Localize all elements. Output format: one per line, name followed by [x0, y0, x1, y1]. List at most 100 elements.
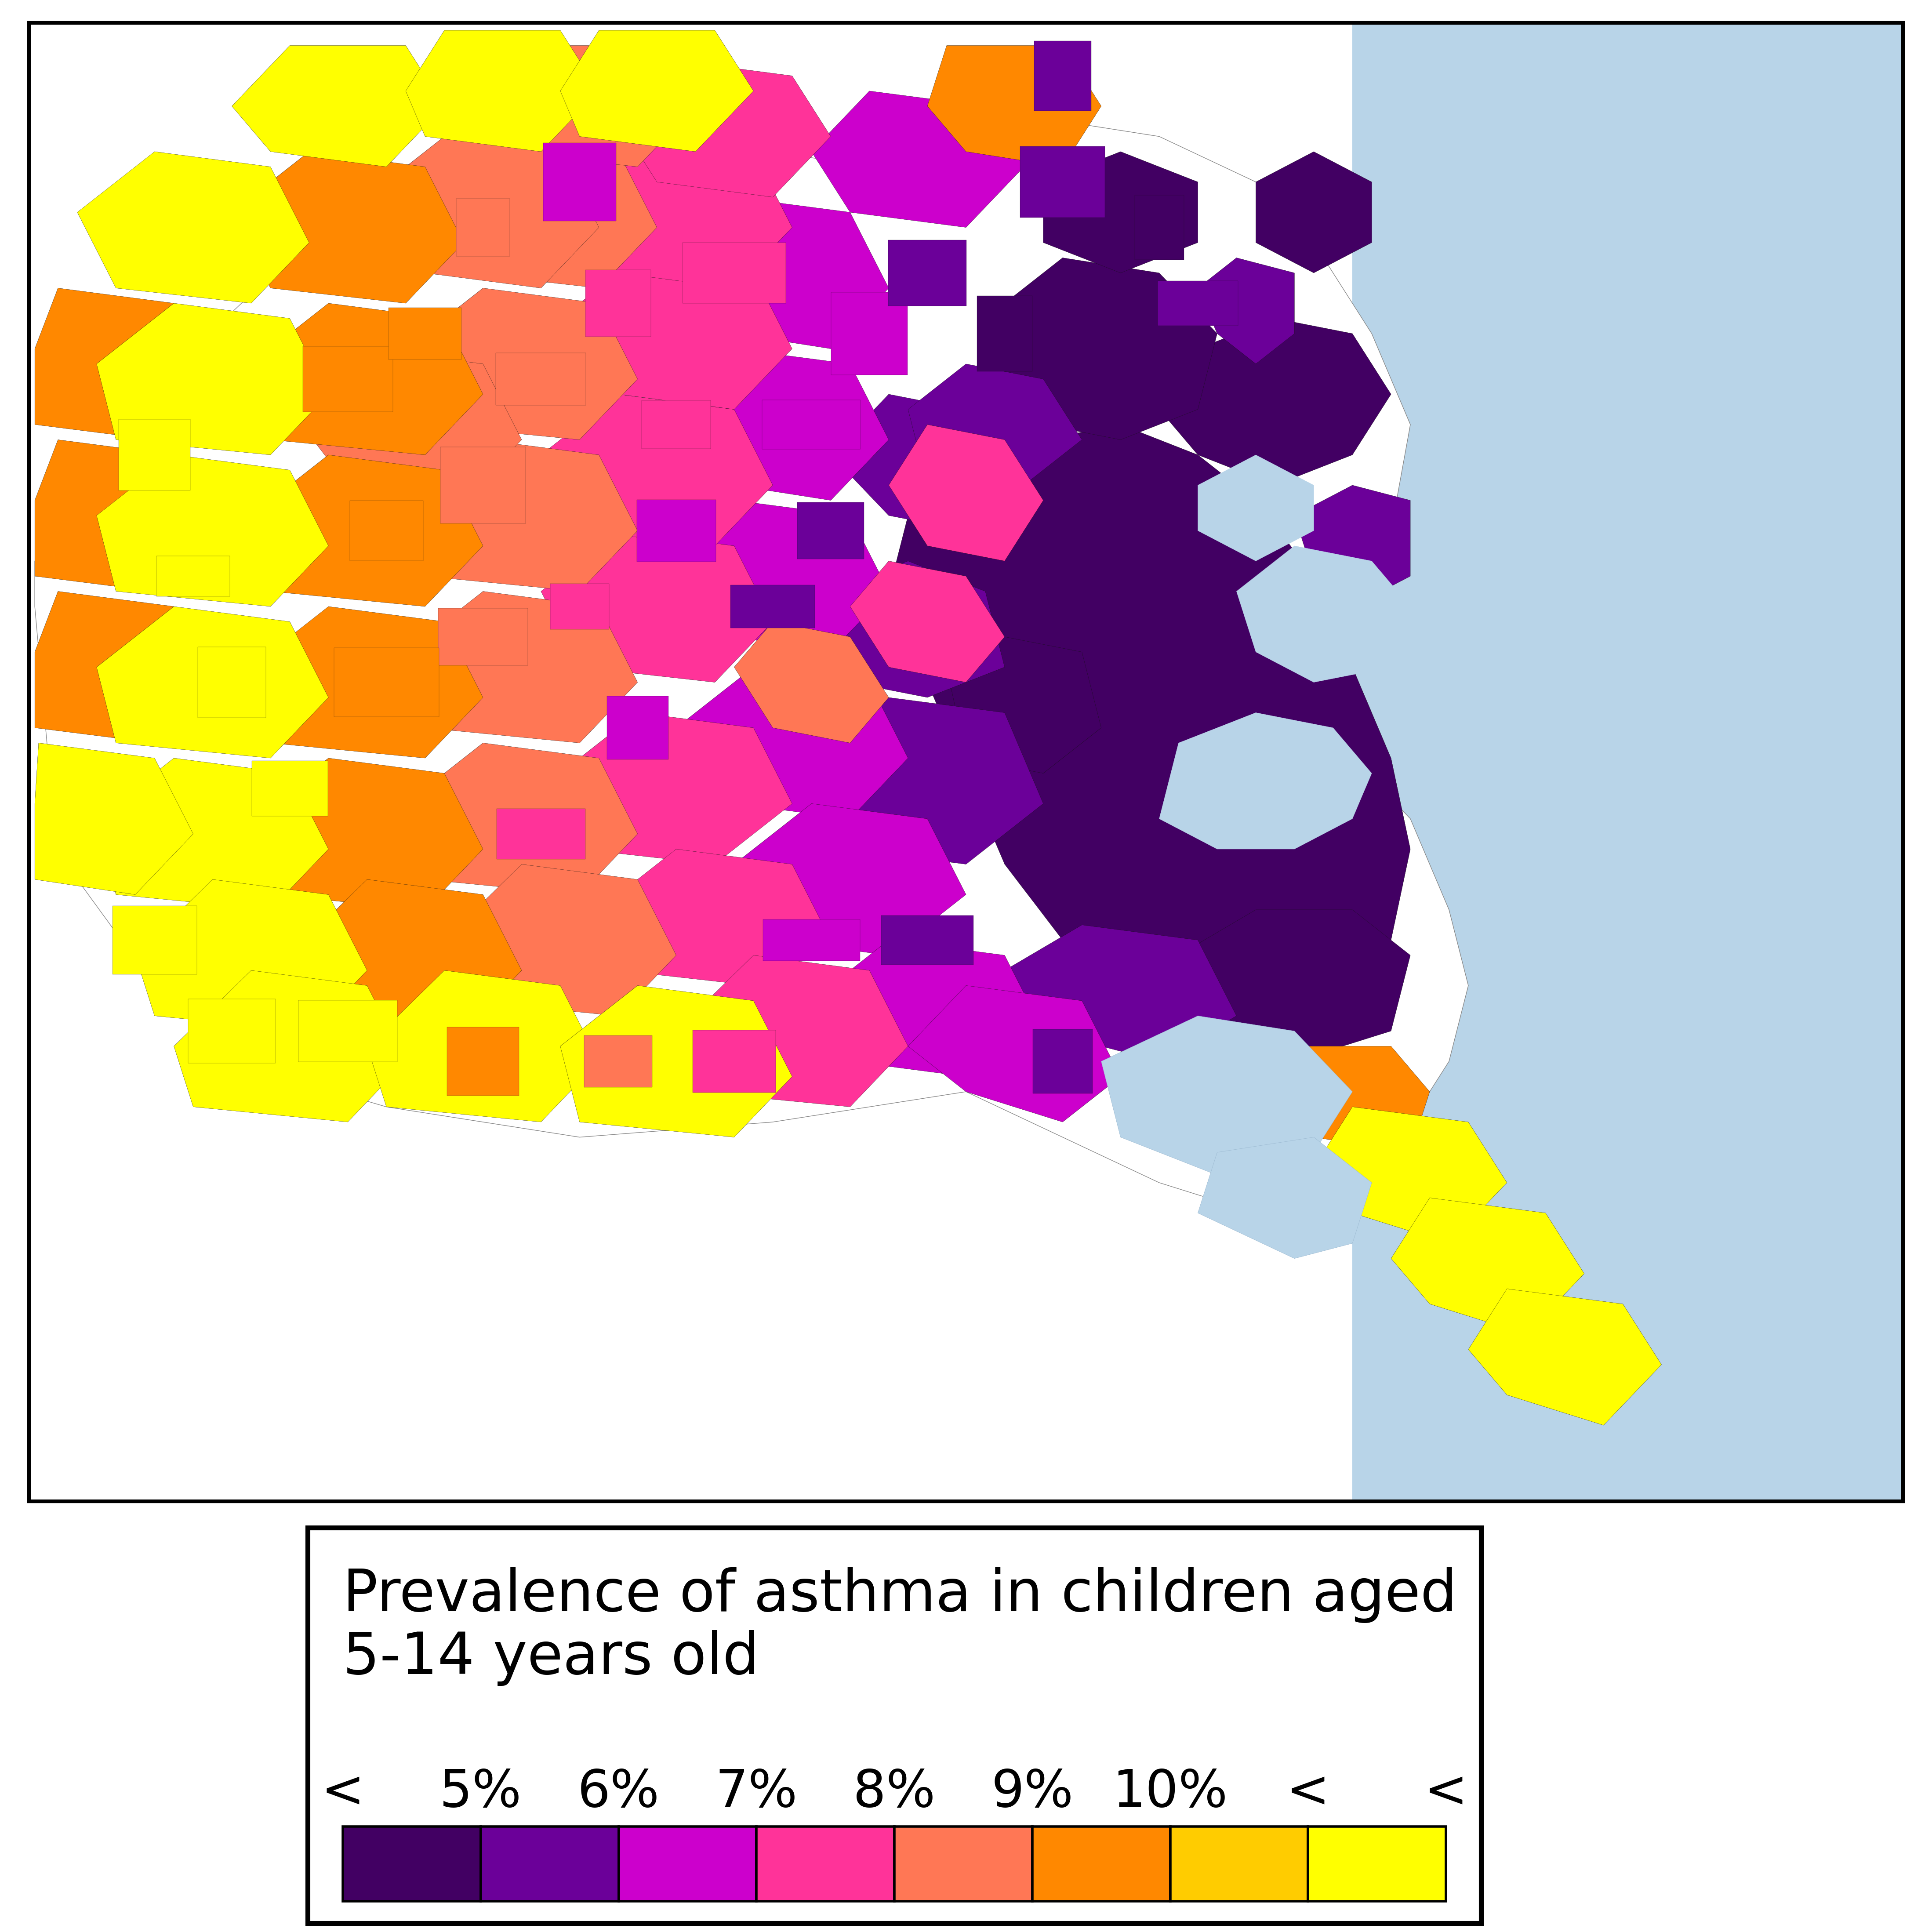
Polygon shape [676, 350, 889, 500]
Polygon shape [112, 906, 197, 974]
Bar [481, 1826, 618, 1901]
Polygon shape [734, 804, 966, 954]
Text: <: < [1424, 1768, 1468, 1818]
Bar [342, 1826, 481, 1901]
Polygon shape [543, 143, 616, 222]
Text: <: < [1287, 1768, 1329, 1818]
Bar [307, 1528, 1482, 1922]
Text: 5%: 5% [440, 1768, 522, 1818]
Polygon shape [298, 1001, 398, 1061]
Polygon shape [811, 697, 1043, 864]
Polygon shape [1256, 151, 1372, 272]
Polygon shape [97, 607, 328, 757]
Polygon shape [77, 151, 309, 303]
Polygon shape [1134, 195, 1184, 261]
Polygon shape [290, 879, 522, 1032]
Polygon shape [367, 970, 599, 1122]
Polygon shape [156, 556, 230, 597]
Polygon shape [1005, 925, 1236, 1061]
Polygon shape [1157, 280, 1238, 327]
Polygon shape [1236, 547, 1410, 682]
Polygon shape [232, 46, 444, 166]
Polygon shape [560, 257, 792, 410]
Polygon shape [1275, 1047, 1430, 1151]
Polygon shape [251, 757, 483, 910]
Polygon shape [35, 106, 1468, 1213]
Polygon shape [497, 354, 585, 406]
Polygon shape [367, 137, 599, 288]
Polygon shape [978, 296, 1032, 371]
Polygon shape [251, 761, 328, 817]
Polygon shape [1043, 151, 1198, 272]
Polygon shape [1101, 1016, 1352, 1182]
Polygon shape [1198, 454, 1314, 560]
Polygon shape [560, 31, 753, 151]
Polygon shape [439, 609, 527, 665]
Polygon shape [560, 713, 792, 864]
Polygon shape [1020, 147, 1105, 218]
Polygon shape [927, 46, 1101, 166]
Polygon shape [1314, 1107, 1507, 1244]
Polygon shape [187, 999, 276, 1063]
Polygon shape [850, 560, 1005, 682]
Polygon shape [599, 848, 831, 985]
Bar [1308, 1826, 1445, 1901]
Polygon shape [406, 744, 638, 895]
Polygon shape [251, 303, 483, 454]
Text: 9%: 9% [991, 1768, 1074, 1818]
Bar [757, 1826, 895, 1901]
Polygon shape [444, 864, 676, 1016]
Polygon shape [889, 425, 1410, 1016]
Polygon shape [947, 638, 1101, 773]
Polygon shape [232, 151, 464, 303]
Polygon shape [334, 647, 439, 717]
Polygon shape [676, 500, 889, 651]
Text: <: < [321, 1768, 365, 1818]
Polygon shape [197, 647, 267, 719]
Polygon shape [676, 197, 889, 350]
Polygon shape [406, 31, 599, 151]
Polygon shape [831, 292, 908, 375]
Polygon shape [406, 591, 638, 744]
Polygon shape [583, 1036, 653, 1088]
Polygon shape [1468, 1289, 1662, 1426]
Polygon shape [35, 288, 213, 440]
Polygon shape [763, 400, 860, 450]
Polygon shape [483, 46, 696, 166]
Polygon shape [763, 920, 860, 960]
Polygon shape [541, 394, 773, 547]
Text: 8%: 8% [854, 1768, 935, 1818]
Polygon shape [97, 454, 328, 607]
Polygon shape [560, 137, 792, 288]
Polygon shape [811, 941, 1043, 1076]
Polygon shape [551, 583, 609, 630]
Polygon shape [1034, 41, 1092, 110]
Polygon shape [1179, 910, 1410, 1061]
Polygon shape [290, 350, 522, 500]
Polygon shape [889, 425, 1043, 560]
Polygon shape [120, 419, 189, 491]
Polygon shape [1159, 319, 1391, 485]
Text: Prevalence of asthma in children aged: Prevalence of asthma in children aged [342, 1567, 1457, 1623]
Polygon shape [798, 502, 864, 558]
Polygon shape [908, 985, 1121, 1122]
Polygon shape [406, 288, 638, 440]
Polygon shape [811, 91, 1024, 228]
Text: 6%: 6% [578, 1768, 659, 1818]
Polygon shape [889, 240, 966, 305]
Polygon shape [174, 970, 406, 1122]
Polygon shape [641, 400, 711, 448]
Polygon shape [446, 1028, 520, 1095]
Text: 7%: 7% [715, 1768, 798, 1818]
Polygon shape [1198, 257, 1294, 363]
Polygon shape [1391, 1198, 1584, 1335]
Polygon shape [1034, 1030, 1092, 1094]
Polygon shape [831, 394, 1005, 531]
Polygon shape [692, 1030, 777, 1094]
Polygon shape [1294, 485, 1410, 607]
Polygon shape [908, 363, 1082, 500]
Polygon shape [35, 744, 193, 895]
Polygon shape [440, 446, 526, 524]
Polygon shape [638, 500, 715, 562]
Polygon shape [251, 607, 483, 757]
